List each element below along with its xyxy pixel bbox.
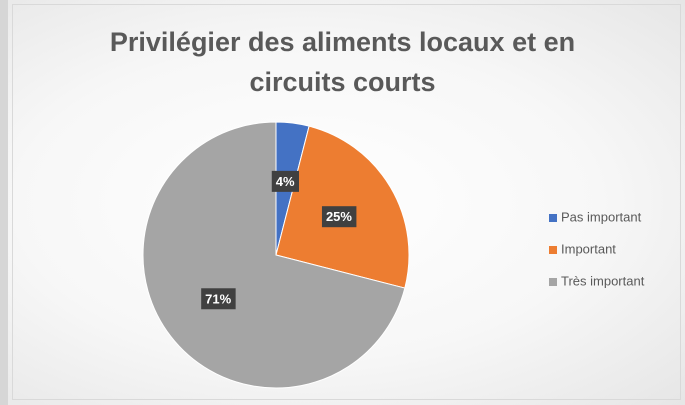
legend-swatch [549, 246, 557, 254]
legend-label: Très important [561, 273, 645, 288]
data-label-box [201, 288, 236, 310]
chart-frame [12, 4, 681, 400]
side-strip [0, 0, 8, 405]
data-label-text: 71% [205, 291, 231, 306]
data-label: 4% [271, 170, 299, 192]
data-label-box [271, 170, 299, 192]
legend-label: Important [561, 241, 616, 256]
data-label: 25% [321, 206, 357, 228]
data-label-text: 25% [326, 209, 352, 224]
legend-swatch [549, 278, 557, 286]
legend-label: Pas important [561, 209, 642, 224]
data-label: 71% [201, 288, 236, 310]
data-label-box [321, 206, 357, 228]
legend-swatch [549, 214, 557, 222]
data-label-text: 4% [276, 174, 295, 189]
pie-slice [142, 121, 406, 389]
chart-title: Privilégier des aliments locaux et en ci… [109, 27, 576, 97]
